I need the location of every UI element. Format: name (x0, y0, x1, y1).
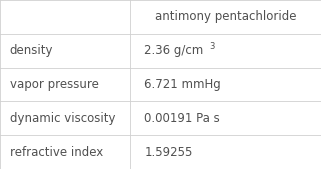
Text: 3: 3 (210, 42, 215, 51)
Text: vapor pressure: vapor pressure (10, 78, 99, 91)
Text: antimony pentachloride: antimony pentachloride (155, 10, 296, 23)
Text: dynamic viscosity: dynamic viscosity (10, 112, 115, 125)
Text: density: density (10, 44, 53, 57)
Text: 6.721 mmHg: 6.721 mmHg (144, 78, 221, 91)
Text: 1.59255: 1.59255 (144, 146, 193, 159)
Text: 2.36 g/cm: 2.36 g/cm (144, 44, 204, 57)
Text: 0.00191 Pa s: 0.00191 Pa s (144, 112, 220, 125)
Text: refractive index: refractive index (10, 146, 103, 159)
